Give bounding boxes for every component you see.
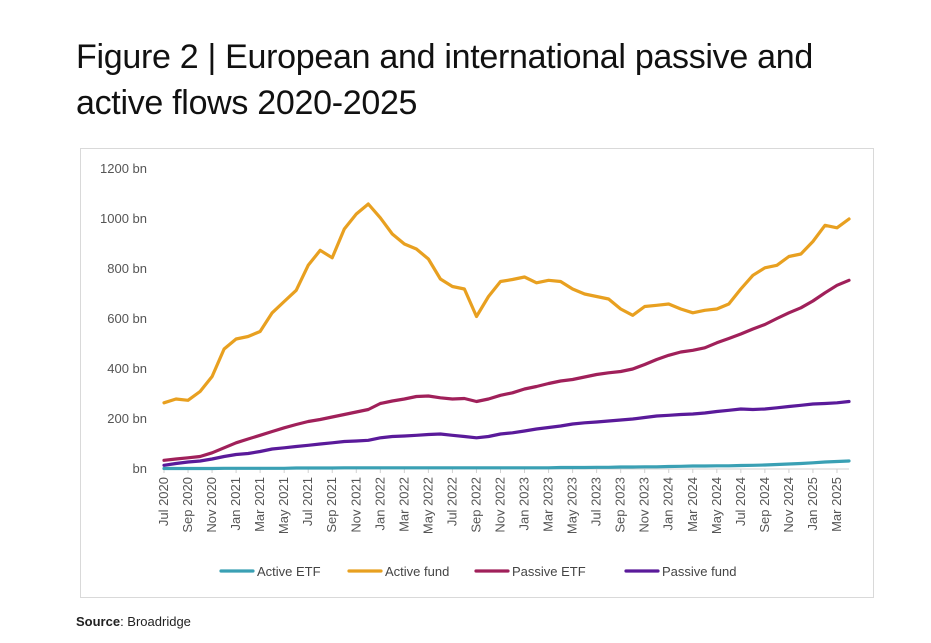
y-tick-label-800: 800 bn [107, 261, 147, 276]
y-tick-label-400: 400 bn [107, 361, 147, 376]
x-tick-label: Sep 2023 [613, 477, 628, 533]
legend-label-active-etf: Active ETF [257, 564, 321, 579]
series-line-passive-fund [162, 399, 851, 467]
y-tick-label-1200: 1200 bn [100, 161, 147, 176]
y-tick-label-1000: 1000 bn [100, 211, 147, 226]
legend-label-passive-fund: Passive fund [662, 564, 736, 579]
x-tick-label: Jan 2023 [517, 477, 532, 531]
x-tick-label: Mar 2025 [829, 477, 844, 532]
x-tick-label: Mar 2022 [396, 477, 411, 532]
y-tick-label-200: 200 bn [107, 411, 147, 426]
x-tick-label: Mar 2023 [541, 477, 556, 532]
x-tick-label: May 2022 [420, 477, 435, 534]
series-line-passive-etf [162, 278, 851, 462]
x-tick-label: Jul 2024 [733, 477, 748, 526]
x-tick-label: Sep 2024 [757, 477, 772, 533]
source-label: Source [76, 614, 121, 629]
source-note: Source: Broadridge [76, 614, 191, 629]
x-tick-label: Nov 2020 [204, 477, 219, 533]
legend-label-active-fund: Active fund [385, 564, 449, 579]
x-tick-label: Nov 2024 [781, 477, 796, 533]
figure-title: Figure 2 | European and international pa… [76, 38, 813, 122]
x-tick-label: May 2023 [565, 477, 580, 534]
x-tick-label: Jul 2021 [300, 477, 315, 526]
chart-frame: bn 200 bn 400 bn 600 bn 800 bn 1000 bn 1200 bn… [80, 148, 874, 598]
x-tick-label: Jan 2022 [372, 477, 387, 531]
source-text: : Broadridge [120, 614, 191, 629]
series-line-active-etf [162, 459, 851, 471]
x-tick-label: Sep 2021 [324, 477, 339, 533]
x-tick-label: Jan 2025 [805, 477, 820, 531]
x-tick-label: Mar 2024 [685, 477, 700, 532]
line-chart: bn 200 bn 400 bn 600 bn 800 bn 1000 bn 1200 bn… [100, 161, 851, 579]
x-tick-label: Jan 2024 [661, 477, 676, 531]
x-tick-label: Jul 2023 [589, 477, 604, 526]
x-tick-label: Nov 2021 [348, 477, 363, 533]
x-tick-label: Jul 2020 [156, 477, 171, 526]
x-tick-label: Jul 2022 [444, 477, 459, 526]
x-tick-label: May 2021 [276, 477, 291, 534]
y-tick-label-600: 600 bn [107, 311, 147, 326]
x-tick-label: Sep 2022 [468, 477, 483, 533]
series-line-active-fund [162, 202, 851, 405]
x-tick-label: Mar 2021 [252, 477, 267, 532]
y-tick-label-0: bn [133, 461, 147, 476]
x-tick-label: Nov 2022 [492, 477, 507, 533]
x-tick-label: Sep 2020 [180, 477, 195, 533]
x-tick-label: Jan 2021 [228, 477, 243, 531]
x-tick-label: Nov 2023 [637, 477, 652, 533]
x-tick-label: May 2024 [709, 477, 724, 534]
legend-label-passive-etf: Passive ETF [512, 564, 586, 579]
